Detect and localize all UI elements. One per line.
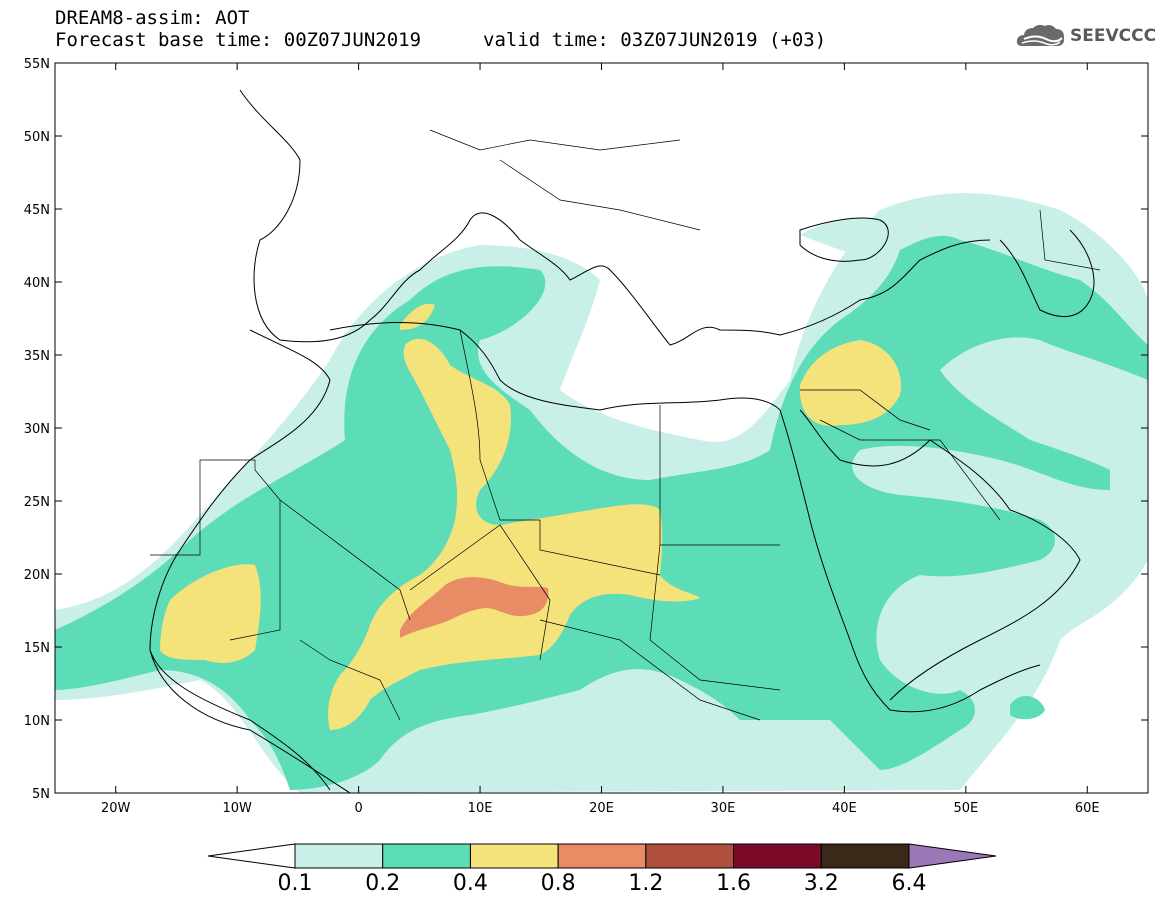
lat-label: 25N [24,495,50,510]
lat-label: 55N [24,57,50,72]
lon-label: 30E [711,801,736,816]
coast-horn [889,664,1041,713]
colorbar-boxes [207,843,997,869]
border-6 [649,544,781,691]
border-4 [409,524,551,661]
colorbar-label: 1.2 [628,871,663,896]
lat-label: 30N [24,422,50,437]
coast-gulf-guinea [149,649,351,793]
contour-green-2 [1010,695,1045,720]
coast-europe [239,89,991,346]
contour-light-2 [800,218,940,257]
coast-caspian [999,229,1095,318]
border-1 [150,459,281,641]
contour-green-3 [1060,464,1106,486]
lat-label: 50N [24,130,50,145]
colorbar-box [469,843,559,869]
colorbar-box [382,843,471,869]
coast-africa-north [149,329,331,791]
contour-yellow-3 [799,340,901,426]
border-7 [800,389,931,431]
colorbar-box [820,843,910,869]
lon-label: 50E [953,801,978,816]
lat-label: 35N [24,349,50,364]
valid-time: valid time: 03Z07JUN2019 (+03) [483,29,827,51]
colorbar-label: 0.2 [365,871,400,896]
logo-text: SEEVCCC [1070,26,1157,46]
lon-label: 10W [222,801,252,816]
colorbar-label: 0.1 [278,871,313,896]
contour-yellow [328,338,700,730]
colorbar-under-arrow [207,843,296,869]
border-12 [499,159,701,231]
lat-label: 5N [32,787,50,802]
contour-yellow-2 [160,564,261,663]
colorbar-label: 0.8 [541,871,576,896]
colorbar-label: 3.2 [804,871,839,896]
border-10 [299,639,401,721]
lon-label: 20E [589,801,614,816]
colorbar-over-arrow [908,843,997,869]
lon-label: 60E [1075,801,1100,816]
longitude-axis: 20W 10W 0 10E 20E 30E 40E 50E 60E [101,63,1100,816]
aot-map: 55N 50N 45N 40N 35N 30N 25N 20N 15N 10N 5N 20W 10W 0… [24,57,1149,816]
map-title: DREAM8-assim: AOT [55,7,250,29]
border-8 [819,419,1001,521]
lon-label: 0 [354,801,362,816]
colorbar-box [733,843,822,869]
colorbar-labels: 0.1 0.2 0.4 0.8 1.2 1.6 3.2 6.4 [278,871,927,896]
cloud-icon [1016,24,1065,46]
lon-label: 20W [101,801,131,816]
coastlines [149,89,1095,793]
border-11 [1039,209,1101,271]
border-3 [459,329,661,576]
seevccc-logo: SEEVCCC [1016,22,1156,50]
lon-label: 10E [468,801,493,816]
latitude-axis: 55N 50N 45N 40N 35N 30N 25N 20N 15N 10N 5N [24,57,1148,802]
lat-label: 20N [24,568,50,583]
aot-contours [55,193,1148,793]
contour-orange [400,577,549,638]
border-2 [279,499,411,621]
colorbar-label: 0.4 [453,871,488,896]
coast-arabia [799,409,1081,701]
coast-red-sea [779,409,891,711]
lat-label: 10N [24,714,50,729]
lon-label: 40E [832,801,857,816]
colorbar-box [294,843,384,869]
lat-label: 45N [24,203,50,218]
lat-label: 40N [24,276,50,291]
coast-med-africa [329,322,781,411]
coast-black-sea [799,217,889,262]
colorbar-box [557,843,647,869]
forecast-base-time: Forecast base time: 00Z07JUN2019 [55,29,422,51]
lat-label: 15N [24,641,50,656]
colorbar-label: 1.6 [716,871,751,896]
colorbar-label: 6.4 [892,871,927,896]
borders [150,129,1101,721]
colorbar-box [645,843,735,869]
border-13 [429,129,681,151]
border-9 [539,619,761,721]
contour-yellow-4 [400,303,435,330]
